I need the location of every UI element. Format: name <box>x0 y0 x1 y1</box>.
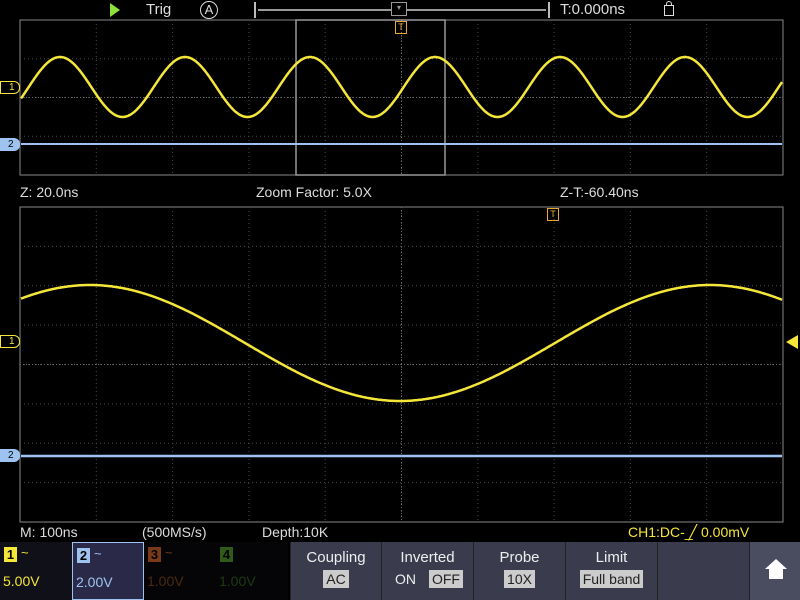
limit-label: Limit <box>595 549 628 566</box>
memory-depth: Depth:10K <box>262 524 329 540</box>
trigger-marker-overview[interactable]: T <box>395 21 407 34</box>
ch2-number: 2 <box>77 548 90 563</box>
ch1-coupling: ~ <box>21 545 29 560</box>
ch2-volts: 2.00V <box>76 574 113 590</box>
home-icon <box>765 559 787 569</box>
trigger-label: Trig <box>146 1 172 18</box>
ch2-marker-overview[interactable]: 2 <box>0 138 20 151</box>
coupling-label: Coupling <box>306 549 366 566</box>
coupling-menu[interactable]: Coupling AC <box>290 542 381 600</box>
ch1-number: 1 <box>4 547 17 562</box>
home-button[interactable] <box>749 542 800 600</box>
probe-menu[interactable]: Probe 10X <box>473 542 565 600</box>
channel-3-button[interactable]: 3 ~ 1.00V <box>144 542 216 600</box>
ch2-coupling: ~ <box>94 546 102 561</box>
inverted-off[interactable]: OFF <box>428 570 463 588</box>
trigger-time: T:0.000ns <box>560 1 626 18</box>
ch2-marker-main[interactable]: 2 <box>0 449 20 462</box>
empty-menu-slot <box>657 542 749 600</box>
probe-value: 10X <box>504 570 535 588</box>
zoom-window <box>295 19 446 176</box>
ch4-number: 4 <box>220 547 233 562</box>
ch3-coupling: ~ <box>165 545 173 560</box>
trigger-marker-main[interactable]: T <box>547 208 559 221</box>
channel-4-button[interactable]: 4 1.00V <box>216 542 288 600</box>
limit-menu[interactable]: Limit Full band <box>565 542 657 600</box>
sample-rate: (500MS/s) <box>142 524 207 540</box>
trigger-level-arrow-icon[interactable] <box>786 335 798 349</box>
trigger-info: CH1:DC- ̲╱ 0.00mV <box>628 524 750 540</box>
limit-value: Full band <box>579 570 644 588</box>
inverted-menu[interactable]: Inverted ON OFF <box>381 542 473 600</box>
ch3-number: 3 <box>148 547 161 562</box>
inverted-on[interactable]: ON <box>395 571 417 587</box>
channel-2-button[interactable]: 2 ~ 2.00V <box>72 542 144 600</box>
ch1-marker-overview[interactable]: 1 <box>0 81 20 94</box>
trigger-mode-badge[interactable]: A <box>200 1 218 19</box>
zoom-offset: Z-T:-60.40ns <box>560 184 639 200</box>
zoom-time: Z: 20.0ns <box>20 184 79 200</box>
inverted-label: Inverted <box>400 549 455 566</box>
run-state-icon[interactable] <box>110 3 120 17</box>
timebase: M: 100ns <box>20 524 78 540</box>
memory-position-bar[interactable]: ▾ <box>254 2 550 18</box>
ch1-marker-main[interactable]: 1 <box>0 335 20 348</box>
channel-1-button[interactable]: 1 ~ 5.00V <box>0 542 72 600</box>
ch1-volts: 5.00V <box>3 573 40 589</box>
probe-label: Probe <box>499 549 540 566</box>
view-window-handle[interactable]: ▾ <box>391 2 407 16</box>
ch3-volts: 1.00V <box>147 573 184 589</box>
coupling-value: AC <box>323 570 349 588</box>
ch1-trace-overview <box>19 55 784 119</box>
zoom-factor: Zoom Factor: 5.0X <box>256 184 372 200</box>
ch1-trace-main <box>20 283 783 403</box>
ch4-volts: 1.00V <box>219 573 256 589</box>
